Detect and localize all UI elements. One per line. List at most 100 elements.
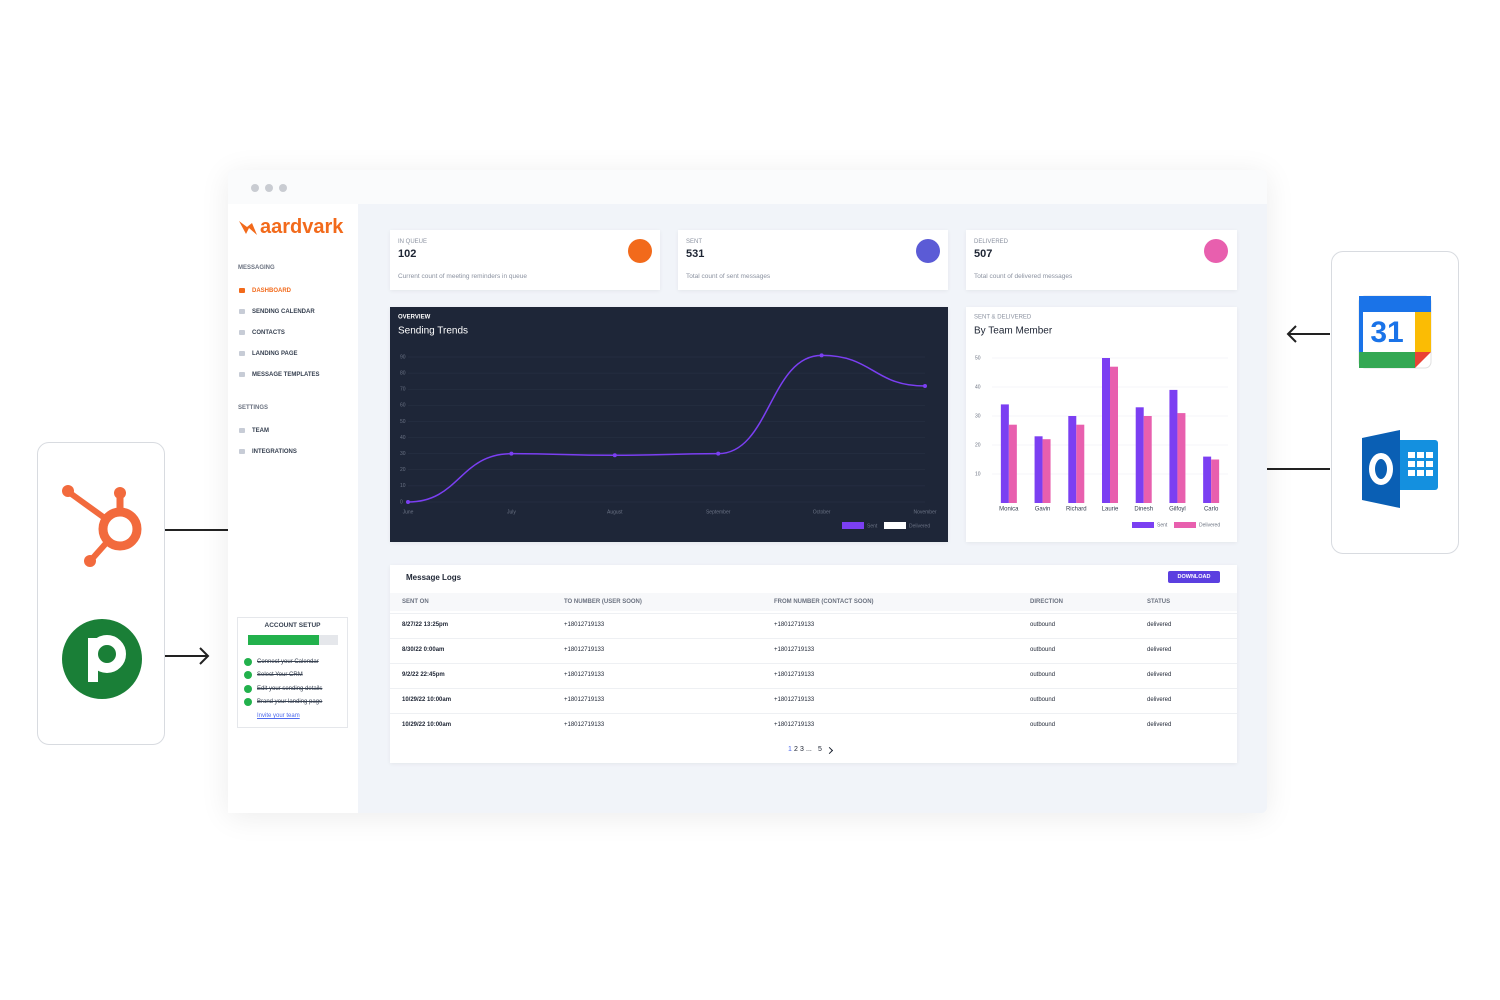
line-point <box>716 451 721 456</box>
invite-link[interactable]: Invite your team <box>257 713 300 719</box>
row-divider <box>390 638 1237 639</box>
table-cell: 9/2/22 22:45pm <box>402 672 445 678</box>
page-link[interactable]: ... <box>806 746 812 753</box>
bar <box>1008 424 1017 503</box>
table-cell: outbound <box>1030 647 1056 653</box>
nav-icon <box>239 330 245 335</box>
stat-card: IN QUEUE 102 Current count of meeting re… <box>390 230 660 290</box>
page-link[interactable]: 2 <box>794 746 798 753</box>
pipedrive-icon <box>62 619 142 699</box>
page-link[interactable]: 3 <box>800 746 804 753</box>
setup-step[interactable]: Edit your sending details <box>257 686 323 692</box>
bar <box>1042 439 1051 503</box>
setup-step[interactable]: Connect your Calendar <box>257 659 319 665</box>
nav-item[interactable]: DASHBOARD <box>252 288 291 294</box>
hubspot-icon <box>62 485 142 567</box>
hubspot-knob <box>84 555 96 567</box>
calendar-panel: 31 <box>1331 251 1459 554</box>
stat-label: DELIVERED <box>974 239 1009 245</box>
bar <box>1135 407 1144 503</box>
table-cell: delivered <box>1147 722 1172 728</box>
nav-icon <box>239 351 245 356</box>
bar <box>1177 413 1186 503</box>
account-setup: ACCOUNT SETUP Connect your Calendar Sele… <box>237 617 348 728</box>
bar <box>1143 416 1152 503</box>
app-window: aardvark MESSAGING DASHBOARD SENDING CAL… <box>228 170 1267 813</box>
column-header: TO NUMBER (USER SOON) <box>564 599 642 605</box>
nav-item[interactable]: LANDING PAGE <box>252 351 298 357</box>
outlook-o <box>1369 453 1393 485</box>
line-point <box>509 451 514 456</box>
nav-icon <box>239 372 245 377</box>
nav-item[interactable]: MESSAGE TEMPLATES <box>252 372 320 378</box>
row-divider <box>390 688 1237 689</box>
legend-swatch <box>1132 522 1154 528</box>
bar <box>1110 366 1118 503</box>
stat-card: DELIVERED 507 Total count of delivered m… <box>966 230 1237 290</box>
table-cell: 10/29/22 10:00am <box>402 697 452 703</box>
nav-icon <box>239 288 245 293</box>
y-tick-label: 40 <box>975 384 981 390</box>
y-tick-label: 20 <box>400 467 406 473</box>
stat-description: Current count of meeting reminders in qu… <box>398 273 527 280</box>
bar <box>1076 424 1085 503</box>
table-cell: delivered <box>1147 697 1172 703</box>
table-cell: +18012719133 <box>774 647 815 653</box>
sidebar: aardvark MESSAGING DASHBOARD SENDING CAL… <box>228 204 358 813</box>
y-tick-label: 90 <box>400 354 406 360</box>
line-point <box>406 500 410 504</box>
download-button[interactable]: DOWNLOAD <box>1168 571 1220 583</box>
stat-value: 507 <box>974 248 993 260</box>
nav-item[interactable]: SENDING CALENDAR <box>252 309 315 315</box>
outlook-grid <box>1408 452 1433 476</box>
bar <box>1203 456 1212 503</box>
nav-item[interactable]: INTEGRATIONS <box>252 449 297 455</box>
x-tick-label: Dinesh <box>1134 507 1153 513</box>
table-cell: +18012719133 <box>774 697 815 703</box>
x-tick-label: Richard <box>1066 507 1087 513</box>
x-tick-label: Gilfoyl <box>1169 507 1186 513</box>
legend-swatch <box>842 522 864 529</box>
nav-icon <box>239 428 245 433</box>
chart-subtitle: OVERVIEW <box>398 315 431 321</box>
table-header-bg <box>390 593 1237 611</box>
table-cell: 8/30/22 0:00am <box>402 647 445 653</box>
setup-step[interactable]: Select Your CRM <box>257 672 303 678</box>
pipedrive-disc <box>62 619 142 699</box>
x-tick-label: Laurie <box>1102 507 1119 513</box>
y-tick-label: 30 <box>400 451 406 457</box>
bar <box>1034 436 1043 503</box>
outlook-cover <box>1362 430 1400 508</box>
x-tick-label: September <box>706 509 731 515</box>
y-tick-label: 30 <box>975 413 981 419</box>
y-tick-label: 0 <box>400 499 403 505</box>
nav-item[interactable]: TEAM <box>252 428 269 434</box>
chart-subtitle: SENT & DELIVERED <box>974 315 1032 321</box>
setup-step[interactable]: Brand your landing page <box>257 699 323 705</box>
bar <box>1068 416 1077 503</box>
page-link[interactable]: 5 <box>818 746 822 753</box>
legend-label: Delivered <box>909 523 930 529</box>
table-cell: +18012719133 <box>774 672 815 678</box>
table-cell: delivered <box>1147 672 1172 678</box>
page-link[interactable]: 1 <box>788 746 792 753</box>
hubspot-knob <box>62 485 74 497</box>
check <box>244 658 252 666</box>
gcal-top <box>1359 296 1431 312</box>
table-cell: 10/29/22 10:00am <box>402 722 452 728</box>
table-cell: outbound <box>1030 672 1056 678</box>
x-tick-label: October <box>813 509 831 515</box>
setup-title: ACCOUNT SETUP <box>264 622 321 629</box>
stat-description: Total count of sent messages <box>686 273 771 280</box>
y-tick-label: 80 <box>400 370 406 376</box>
column-header: DIRECTION <box>1030 599 1063 605</box>
legend-label: Delivered <box>1199 522 1220 528</box>
arrow <box>1286 325 1330 343</box>
row-divider <box>390 613 1237 614</box>
page-next[interactable] <box>825 746 834 755</box>
x-tick-label: Gavin <box>1035 507 1051 513</box>
progress-fill <box>248 635 319 645</box>
nav-item[interactable]: CONTACTS <box>252 330 285 336</box>
stat-label: IN QUEUE <box>398 239 428 245</box>
line-point <box>923 384 927 388</box>
